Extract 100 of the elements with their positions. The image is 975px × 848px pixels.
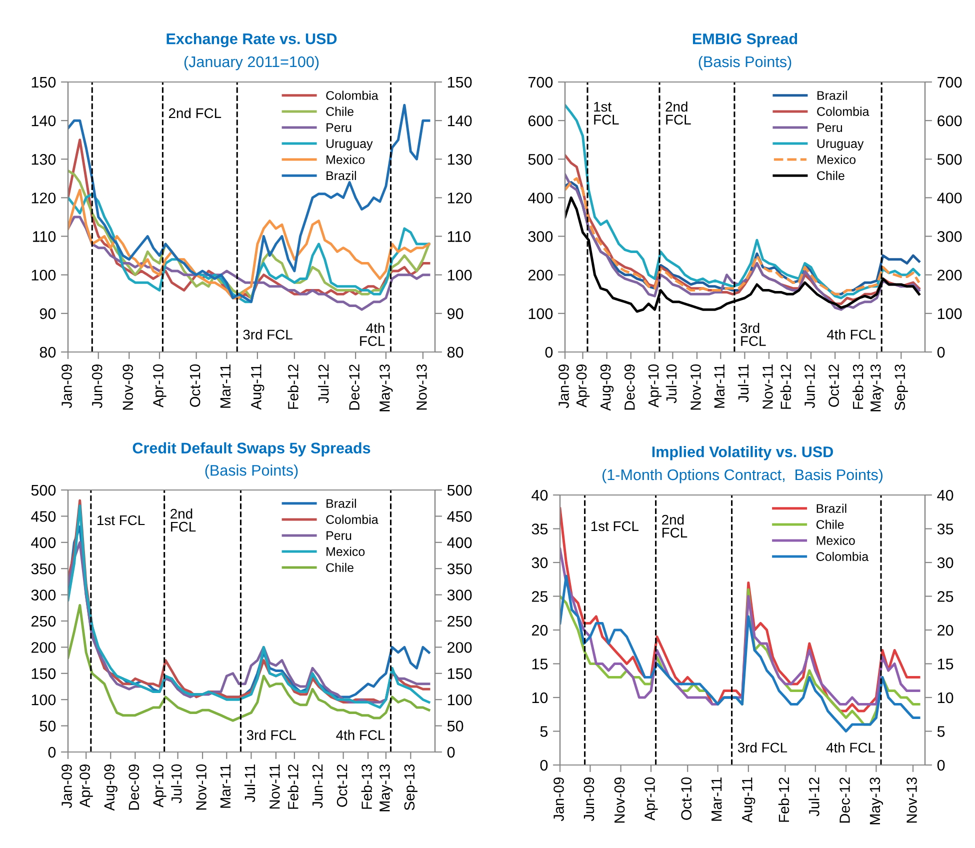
x-tick-label: Aug-11 [742,778,756,823]
legend-label: Colombia [817,106,870,116]
x-tick-label: Sep-13 [894,364,908,410]
y2-tick-label: 30 [937,557,954,568]
y2-tick-label: 400 [447,537,472,548]
y-tick-label: 100 [32,694,56,706]
legend-label: Brazil [326,170,356,180]
x-tick-label: Aug-11 [251,364,264,410]
x-tick-label: Jan-09 [62,364,72,408]
x-tick-label: Nov-11 [762,364,773,409]
x-tick-label: Mar-11 [220,764,231,808]
y2-tick-label: 400 [937,192,962,204]
x-tick-label: Mar-11 [714,364,725,408]
x-tick-label: Aug-09 [104,764,118,811]
chart-title: Credit Default Swaps 5y Spreads [132,442,370,457]
x-tick-label: Jul-12 [318,364,329,404]
x-tick-label: Feb-12 [288,764,298,809]
ref-line-label: 4th FCL [336,730,385,740]
x-tick-label: Oct-12 [828,364,839,407]
x-tick-label: Oct-10 [190,364,200,407]
x-tick-label: Nov-09 [614,777,625,823]
y-tick-label: 200 [31,642,56,653]
x-tick-label: May-13 [870,777,883,824]
y-tick-label: 80 [40,346,56,358]
legend-label: Uruguay [326,139,373,150]
x-tick-label: Dec-12 [349,364,360,410]
y2-tick-label: 100 [938,308,962,320]
ref-line-label: 1st FCL [591,521,639,532]
y2-tick-label: 40 [937,490,954,501]
y-tick-label: 110 [33,231,56,242]
y-tick-label: 100 [528,308,553,320]
y-tick-label: 150 [32,76,56,88]
y2-tick-label: 110 [448,231,471,242]
chart-subtitle: (Basis Points) [205,464,298,479]
legend-label: Peru [326,531,352,540]
y-tick-label: 5 [540,726,548,737]
ref-line-label: 4th FCL [826,742,875,753]
x-tick-label: Nov-13 [906,777,917,823]
legend-label: Mexico [326,154,365,164]
x-tick-label: Apr-10 [644,777,658,821]
y2-tick-label: 90 [448,308,464,320]
legend-label: Brazil [816,504,846,513]
x-tick-label: Dec-09 [128,764,140,810]
line-series [68,604,430,722]
x-tick-label: Jul-10 [666,364,677,404]
x-tick-label: Jul-11 [738,364,749,402]
legend-label: Colombia [326,90,378,100]
x-tick-label: Feb-13 [852,364,864,409]
legend-label: Peru [326,123,352,132]
legend-label: Colombia [326,514,378,524]
x-tick-label: Jan-09 [554,777,564,822]
y-tick-label: 20 [532,624,548,636]
x-tick-label: Dec-09 [624,364,635,410]
x-tick-label: Jun-09 [584,777,594,822]
y2-tick-label: 300 [447,590,472,600]
legend-label: Colombia [816,552,869,562]
y-tick-label: 300 [31,590,56,600]
x-tick-label: Nov-13 [416,364,427,410]
y-tick-label: 250 [31,616,56,627]
y2-tick-label: 200 [448,642,472,653]
x-tick-label: Jun-12 [312,764,323,808]
x-tick-label: Nov-10 [690,364,701,410]
legend-label: Chile [326,106,354,116]
ref-line-label: 1st FCL [98,515,145,526]
x-tick-label: Nov-11 [270,764,280,809]
y-tick-label: 30 [532,557,548,568]
y2-tick-label: 250 [448,616,472,627]
ref-line-label: 3rd FCL [740,322,766,346]
x-tick-label: Jun-12 [804,364,815,408]
x-tick-label: Jan-09 [62,764,72,808]
y2-tick-label: 700 [938,76,962,88]
y2-tick-label: 20 [938,624,954,636]
chart-title: Implied Volatility vs. USD [652,446,833,460]
x-tick-label: Nov-09 [122,364,134,410]
chart-title: EMBIG Spread [692,33,798,48]
y2-tick-label: 200 [938,270,962,281]
y2-tick-label: 150 [448,76,472,88]
ref-line-label: 2nd FCL [170,508,196,532]
y2-tick-label: 150 [448,668,472,680]
y2-tick-label: 130 [448,154,472,165]
x-tick-label: Oct-10 [681,777,692,820]
legend-label: Chile [817,170,844,180]
x-tick-label: Oct-12 [336,764,348,807]
x-tick-label: Aug-09 [600,364,614,411]
y-tick-label: 10 [532,692,548,704]
ref-line-label: 2nd FCL [662,514,688,538]
ref-line-label: 3rd FCL [243,329,292,340]
y-tick-label: 0 [545,346,553,358]
y2-tick-label: 0 [937,760,945,771]
y-tick-label: 50 [40,720,56,732]
y-tick-label: 15 [532,658,548,670]
y2-tick-label: 120 [448,192,472,204]
legend-label: Brazil [817,90,847,100]
y-tick-label: 130 [32,154,56,165]
x-tick-label: Apr-10 [153,364,166,408]
y2-tick-label: 15 [938,658,954,670]
x-tick-label: Jul-10 [171,764,182,804]
x-tick-label: Nov-10 [196,764,206,810]
x-tick-label: Sep-13 [404,764,418,810]
x-tick-label: Dec-12 [840,778,850,823]
